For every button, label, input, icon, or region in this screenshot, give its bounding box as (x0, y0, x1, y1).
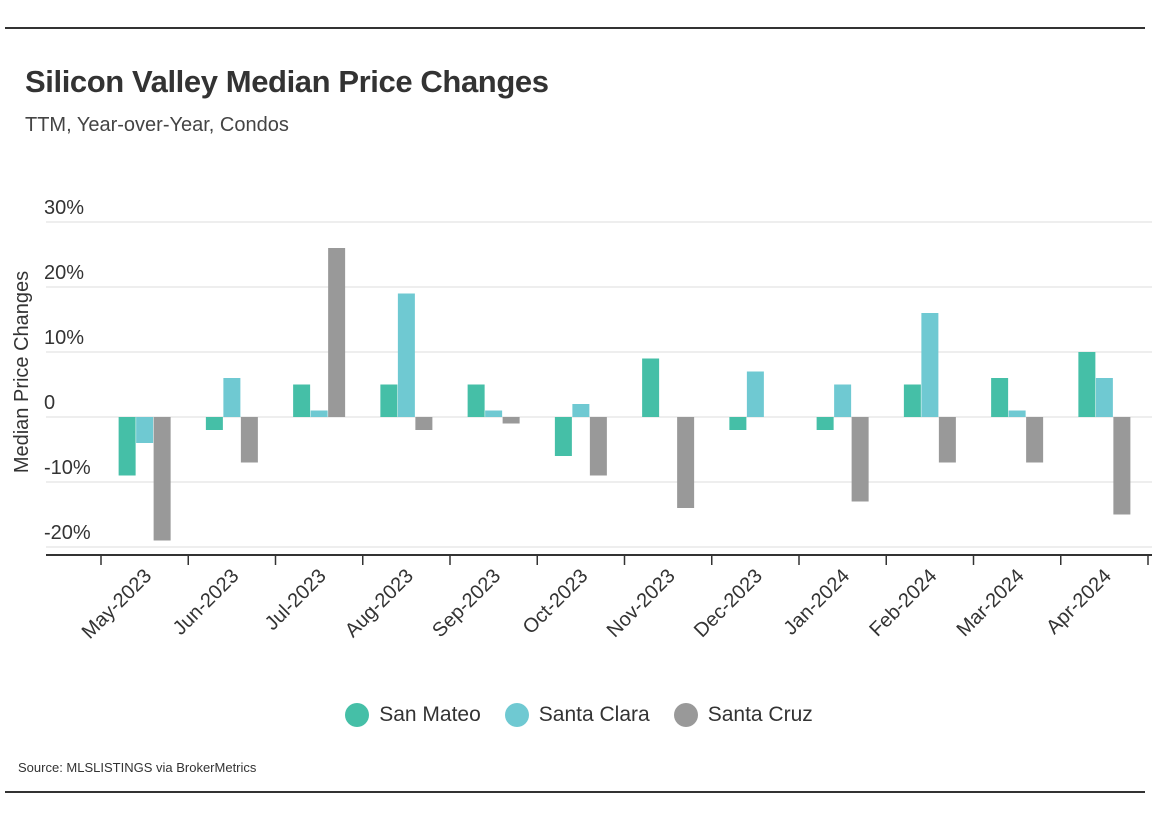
y-tick-label: -10% (44, 457, 91, 479)
bar-chart: -20% -10% 0 10% 20% 30% Median Price Changes Ma… (11, 197, 1152, 643)
legend-swatch-san-mateo (345, 703, 370, 727)
bar-santa-clara-mar-2024 (1008, 410, 1026, 417)
bar-santa-clara-may-2023 (136, 417, 154, 443)
legend-swatch-santa-clara (504, 703, 529, 727)
bar-santa-clara-aug-2023 (397, 293, 415, 417)
legend-label-santa-clara: Santa Clara (538, 703, 650, 726)
chart-title: Silicon Valley Median Price Changes (25, 64, 549, 99)
x-tick-label-nov-2023: Nov-2023 (603, 565, 680, 642)
x-tick-label-feb-2024: Feb-2024 (865, 565, 941, 641)
bar-santa-cruz-sep-2023 (502, 417, 520, 424)
bar-santa-cruz-feb-2024 (938, 417, 956, 463)
top-rule (5, 27, 1145, 29)
source-note: Source: MLSLISTINGS via BrokerMetrics (18, 760, 257, 775)
bar-santa-clara-jun-2023 (223, 378, 241, 417)
bar-san-mateo-nov-2023 (642, 358, 660, 417)
x-tick-label-jul-2023: Jul-2023 (261, 565, 331, 635)
x-tick-label-jan-2024: Jan-2024 (780, 565, 855, 640)
bar-san-mateo-aug-2023 (380, 384, 398, 417)
bar-santa-cruz-apr-2024 (1113, 417, 1131, 515)
x-tick-label-jun-2023: Jun-2023 (169, 565, 244, 640)
legend-swatch-santa-cruz (673, 703, 698, 727)
x-tick-label-dec-2023: Dec-2023 (690, 565, 767, 642)
x-tick-label-sep-2023: Sep-2023 (428, 565, 505, 642)
bar-san-mateo-jun-2023 (205, 417, 223, 430)
legend-item-san-mateo[interactable]: San Mateo (345, 703, 481, 727)
bar-santa-cruz-jan-2024 (851, 417, 869, 502)
x-tick-label-mar-2024: Mar-2024 (953, 565, 1029, 641)
bar-san-mateo-mar-2024 (991, 378, 1009, 417)
bar-santa-cruz-aug-2023 (415, 417, 433, 430)
y-tick-label: 20% (44, 262, 84, 284)
bar-santa-clara-dec-2023 (746, 371, 764, 417)
bar-san-mateo-feb-2024 (903, 384, 921, 417)
bar-san-mateo-sep-2023 (467, 384, 485, 417)
x-tick-label-aug-2023: Aug-2023 (341, 565, 418, 642)
y-tick-label: 0 (44, 392, 55, 414)
bar-santa-clara-sep-2023 (485, 410, 503, 417)
legend-item-santa-cruz[interactable]: Santa Cruz (673, 703, 813, 727)
bottom-rule (5, 791, 1145, 793)
x-tick-label-apr-2024: Apr-2024 (1042, 565, 1116, 639)
y-tick-label: 30% (44, 197, 84, 219)
bar-santa-cruz-nov-2023 (677, 417, 695, 508)
y-tick-label: 10% (44, 327, 84, 349)
bar-santa-clara-feb-2024 (921, 313, 939, 417)
bar-santa-cruz-may-2023 (153, 417, 171, 541)
bar-san-mateo-may-2023 (118, 417, 136, 476)
bar-san-mateo-apr-2024 (1078, 352, 1096, 417)
bar-santa-cruz-mar-2024 (1026, 417, 1044, 463)
bar-santa-cruz-oct-2023 (589, 417, 607, 476)
x-tick-label-may-2023: May-2023 (78, 565, 156, 643)
bar-santa-cruz-jul-2023 (328, 248, 346, 417)
bar-santa-clara-jul-2023 (310, 410, 328, 417)
legend: San Mateo Santa Clara Santa Cruz (0, 703, 1158, 727)
bar-san-mateo-oct-2023 (554, 417, 572, 456)
bar-san-mateo-jan-2024 (816, 417, 834, 430)
y-axis-title: Median Price Changes (11, 271, 33, 473)
bar-santa-clara-apr-2024 (1095, 378, 1113, 417)
y-tick-label: -20% (44, 522, 91, 544)
bar-santa-cruz-jun-2023 (240, 417, 258, 463)
legend-label-san-mateo: San Mateo (379, 703, 481, 726)
bar-san-mateo-dec-2023 (729, 417, 747, 430)
bar-san-mateo-jul-2023 (293, 384, 311, 417)
legend-label-santa-cruz: Santa Cruz (707, 703, 813, 726)
legend-item-santa-clara[interactable]: Santa Clara (504, 703, 650, 727)
x-tick-label-oct-2023: Oct-2023 (519, 565, 593, 639)
chart-subtitle: TTM, Year-over-Year, Condos (25, 114, 289, 136)
bar-santa-clara-jan-2024 (834, 384, 852, 417)
bar-santa-clara-oct-2023 (572, 404, 590, 417)
